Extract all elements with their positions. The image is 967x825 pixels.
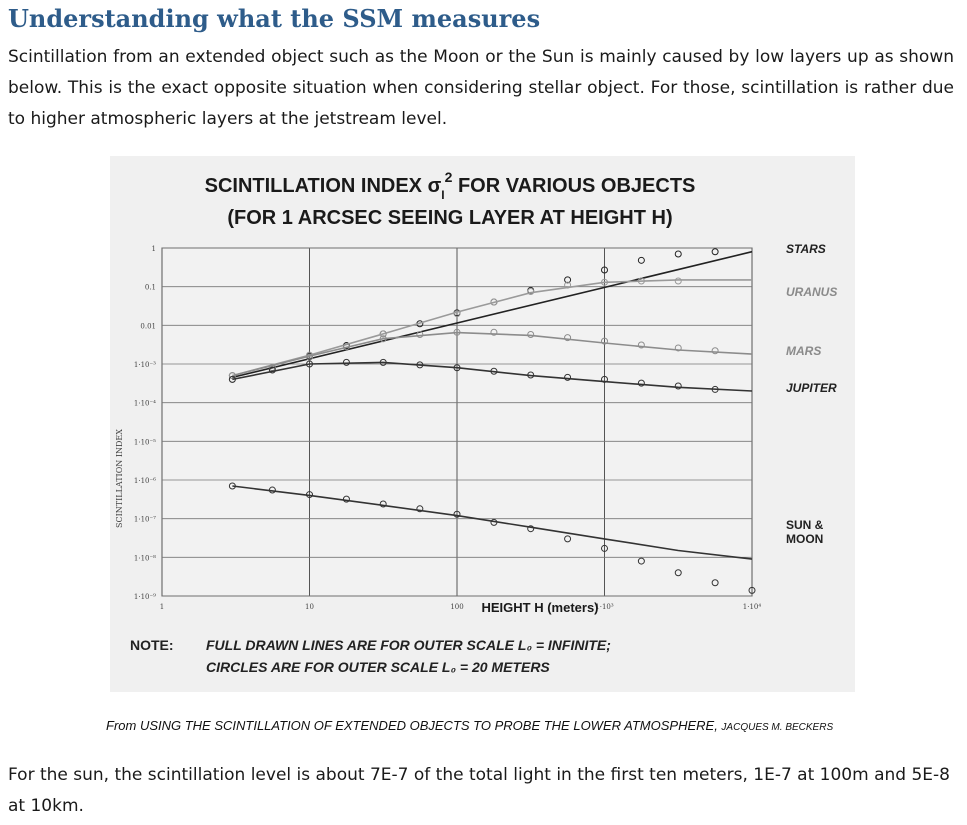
series-circle-point — [228, 482, 236, 490]
series-circle-point — [228, 375, 236, 383]
series-circle-point — [306, 491, 313, 499]
figure-caption: From USING THE SCINTILLATION OF EXTENDED… — [106, 718, 833, 733]
series-line — [232, 331, 753, 377]
y-tick-label: 1·10⁻⁷ — [134, 516, 156, 524]
series-circle-point — [637, 557, 645, 565]
note-line-2: CIRCLES ARE FOR OUTER SCALE L₀ = 20 METE… — [206, 659, 550, 675]
series-circle-point — [674, 277, 682, 285]
series-circle-point — [379, 500, 387, 508]
series-circle-point — [453, 364, 461, 372]
series-label: URANUS — [786, 285, 837, 299]
series-circle-point — [711, 385, 719, 393]
series-circle-point — [637, 341, 645, 349]
series-circle-point — [564, 281, 572, 289]
series-circle-point — [453, 510, 461, 518]
x-tick-label: 100 — [450, 603, 463, 611]
series-circle-point — [674, 250, 682, 258]
series-circle-point — [490, 328, 498, 336]
series-circle-point — [342, 495, 350, 503]
series-circle-point — [564, 276, 572, 284]
series-label: SUN & MOON — [786, 518, 824, 546]
series-circle-point — [306, 353, 313, 361]
series-circle-point — [564, 373, 572, 381]
note-line-1: FULL DRAWN LINES ARE FOR OUTER SCALE L₀ … — [206, 637, 611, 653]
series-circle-point — [674, 569, 682, 577]
series-circle-point — [527, 330, 535, 338]
x-tick-label: 10 — [305, 603, 314, 611]
series-circle-point — [601, 337, 608, 345]
outro-paragraph: For the sun, the scintillation level is … — [8, 765, 950, 816]
series-line — [232, 279, 752, 377]
series-circle-point — [268, 366, 276, 374]
series-circle-point — [674, 382, 682, 390]
series-circle-point — [637, 256, 645, 264]
series-circle-point — [711, 248, 719, 256]
y-tick-label: 1·10⁻⁹ — [134, 593, 156, 601]
series-circle-point — [416, 505, 424, 513]
series-circle-point — [342, 343, 350, 351]
series-circle-point — [637, 277, 645, 285]
series-circle-point — [711, 579, 719, 587]
series-label: MARS — [786, 344, 821, 358]
series-circle-point — [268, 486, 276, 494]
series-circle-point — [342, 358, 350, 366]
y-tick-label: 0.1 — [145, 284, 156, 292]
series-circle-point — [637, 379, 645, 387]
series-circle-point — [564, 334, 572, 342]
series-circle-point — [601, 278, 608, 286]
series-circle-point — [601, 544, 608, 552]
caption-author: JACQUES M. BECKERS — [721, 722, 834, 733]
intro-paragraph: Scintillation from an extended object su… — [8, 47, 954, 129]
chart-title-line1: SCINTILLATION INDEX σI2 FOR VARIOUS OBJE… — [205, 169, 696, 202]
chart-title-line2: (FOR 1 ARCSEC SEEING LAYER AT HEIGHT H) — [227, 207, 672, 229]
series-circle-point — [564, 535, 572, 543]
y-tick-label: 1·10⁻⁸ — [134, 554, 156, 562]
series-circle-point — [674, 344, 682, 352]
series-circle-point — [748, 586, 756, 594]
caption-text: From USING THE SCINTILLATION OF EXTENDED… — [106, 718, 722, 733]
section-heading: Understanding what the SSM measures — [8, 4, 541, 33]
scintillation-chart: SCINTILLATION INDEX σI2 FOR VARIOUS OBJE… — [115, 169, 837, 675]
series-circle-point — [490, 367, 498, 375]
series-label: JUPITER — [786, 381, 837, 395]
series-line — [232, 250, 753, 379]
series-circle-point — [306, 360, 313, 368]
x-axis-label: HEIGHT H (meters) — [481, 600, 598, 615]
note-label: NOTE: — [130, 637, 174, 653]
x-tick-label: 1 — [160, 603, 164, 611]
scintillation-figure: SCINTILLATION INDEX σI2 FOR VARIOUS OBJE… — [110, 156, 855, 692]
y-tick-label: 0.01 — [140, 322, 156, 330]
series-circle-point — [416, 361, 424, 369]
series-line — [232, 485, 753, 560]
y-tick-label: 1·10⁻³ — [134, 361, 156, 369]
series-circle-point — [379, 330, 387, 338]
series-circle-point — [527, 371, 535, 379]
y-tick-label: 1·10⁻⁴ — [134, 400, 156, 408]
series-circle-point — [453, 328, 461, 336]
series-circle-point — [711, 347, 719, 355]
series-label: STARS — [786, 242, 826, 256]
y-tick-label: 1·10⁻⁵ — [134, 438, 156, 446]
series-line — [232, 361, 753, 392]
series-circle-point — [527, 525, 535, 533]
series-circle-point — [379, 335, 387, 343]
series-circle-point — [416, 330, 424, 338]
series-circle-point — [379, 358, 387, 366]
series-circle-point — [490, 518, 498, 526]
series-circle-point — [453, 310, 461, 318]
y-tick-label: 1 — [152, 245, 156, 253]
series-circle-point — [490, 298, 498, 306]
series-circle-point — [601, 266, 608, 274]
y-tick-label: 1·10⁻⁶ — [134, 477, 156, 485]
series-circle-point — [601, 375, 608, 383]
x-tick-label: 1·10⁴ — [743, 603, 762, 611]
y-axis-label: SCINTILLATION INDEX — [115, 429, 124, 528]
x-tick-label: 1·10³ — [595, 603, 614, 611]
series-circle-point — [527, 287, 535, 295]
